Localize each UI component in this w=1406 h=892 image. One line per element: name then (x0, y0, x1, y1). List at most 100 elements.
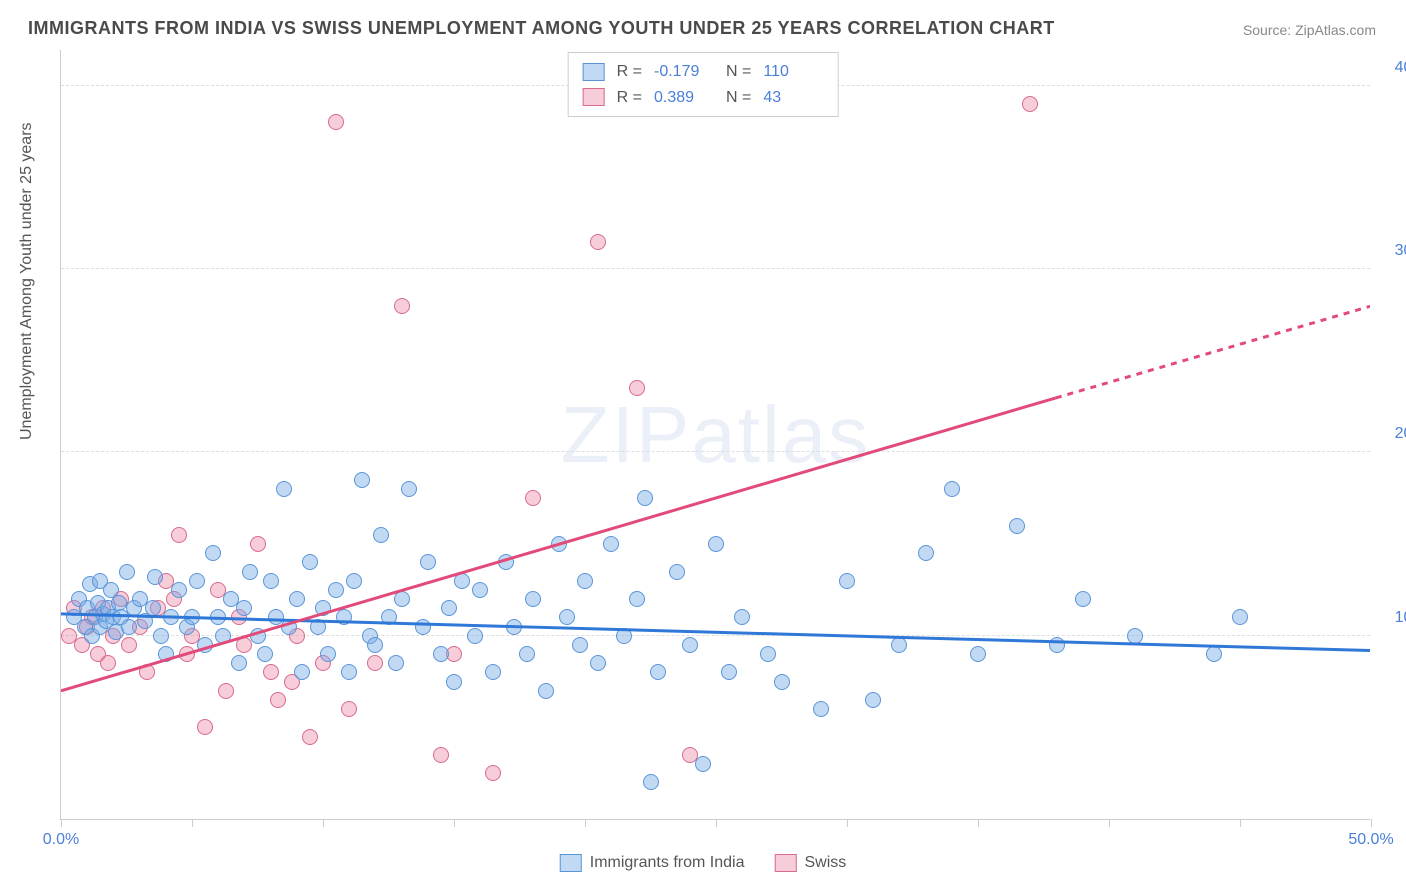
data-point-india (367, 637, 383, 653)
swatch-india (560, 854, 582, 872)
data-point-india (446, 674, 462, 690)
data-point-india (158, 646, 174, 662)
n-value-swiss: 43 (763, 85, 823, 111)
data-point-india (189, 573, 205, 589)
data-point-india (197, 637, 213, 653)
data-point-swiss (367, 655, 383, 671)
data-point-india (774, 674, 790, 690)
data-point-india (551, 536, 567, 552)
data-point-india (302, 554, 318, 570)
swatch-india (583, 63, 605, 81)
data-point-swiss (525, 490, 541, 506)
x-tick (847, 819, 848, 827)
data-point-india (381, 609, 397, 625)
data-point-india (354, 472, 370, 488)
data-point-india (498, 554, 514, 570)
n-value-india: 110 (763, 59, 823, 85)
x-tick (1109, 819, 1110, 827)
data-point-india (320, 646, 336, 662)
data-point-india (147, 569, 163, 585)
data-point-india (433, 646, 449, 662)
data-point-swiss (250, 536, 266, 552)
data-point-swiss (302, 729, 318, 745)
y-tick-label: 40.0% (1380, 59, 1406, 77)
x-tick (1371, 819, 1372, 827)
data-point-india (388, 655, 404, 671)
plot-area: ZIPatlas 10.0%20.0%30.0%40.0%0.0%50.0% (60, 50, 1370, 820)
x-tick (585, 819, 586, 827)
data-point-india (336, 609, 352, 625)
data-point-swiss (121, 637, 137, 653)
data-point-swiss (197, 719, 213, 735)
r-label: R = (617, 85, 642, 111)
data-point-india (590, 655, 606, 671)
correlation-legend: R = -0.179 N = 110 R = 0.389 N = 43 (568, 52, 839, 117)
data-point-india (760, 646, 776, 662)
source-attribution: Source: ZipAtlas.com (1243, 22, 1376, 38)
gridline-h (61, 268, 1370, 269)
data-point-india (328, 582, 344, 598)
data-point-india (918, 545, 934, 561)
data-point-india (119, 564, 135, 580)
data-point-india (1127, 628, 1143, 644)
data-point-india (970, 646, 986, 662)
watermark: ZIPatlas (561, 389, 870, 481)
trend-line (1056, 306, 1370, 398)
data-point-india (231, 655, 247, 671)
data-point-india (420, 554, 436, 570)
data-point-india (472, 582, 488, 598)
data-point-india (643, 774, 659, 790)
r-value-india: -0.179 (654, 59, 714, 85)
legend-label-swiss: Swiss (804, 854, 846, 872)
data-point-india (734, 609, 750, 625)
n-label: N = (726, 85, 751, 111)
y-tick-label: 10.0% (1380, 609, 1406, 627)
data-point-india (525, 591, 541, 607)
data-point-swiss (433, 747, 449, 763)
data-point-india (145, 600, 161, 616)
data-point-india (242, 564, 258, 580)
data-point-india (394, 591, 410, 607)
legend-item-swiss: Swiss (774, 854, 846, 872)
x-tick (323, 819, 324, 827)
x-tick (1240, 819, 1241, 827)
data-point-swiss (590, 234, 606, 250)
data-point-india (629, 591, 645, 607)
data-point-india (257, 646, 273, 662)
data-point-india (708, 536, 724, 552)
x-tick-label: 50.0% (1348, 831, 1393, 849)
data-point-india (205, 545, 221, 561)
data-point-india (341, 664, 357, 680)
data-point-india (215, 628, 231, 644)
watermark-thin: atlas (691, 390, 870, 479)
data-point-india (1075, 591, 1091, 607)
data-point-india (121, 619, 137, 635)
data-point-swiss (1022, 96, 1038, 112)
data-point-india (865, 692, 881, 708)
data-point-india (603, 536, 619, 552)
watermark-bold: ZIP (561, 390, 691, 479)
data-point-india (538, 683, 554, 699)
data-point-india (813, 701, 829, 717)
r-value-swiss: 0.389 (654, 85, 714, 111)
x-tick (716, 819, 717, 827)
y-tick-label: 30.0% (1380, 242, 1406, 260)
swatch-swiss (774, 854, 796, 872)
data-point-india (289, 591, 305, 607)
data-point-india (485, 664, 501, 680)
data-point-india (1232, 609, 1248, 625)
data-point-india (944, 481, 960, 497)
y-tick-label: 20.0% (1380, 425, 1406, 443)
data-point-india (1206, 646, 1222, 662)
chart-title: IMMIGRANTS FROM INDIA VS SWISS UNEMPLOYM… (28, 18, 1055, 39)
data-point-swiss (328, 114, 344, 130)
data-point-india (1009, 518, 1025, 534)
data-point-india (839, 573, 855, 589)
data-point-india (467, 628, 483, 644)
y-axis-label: Unemployment Among Youth under 25 years (18, 122, 36, 440)
correlation-row-india: R = -0.179 N = 110 (583, 59, 824, 85)
data-point-india (111, 595, 127, 611)
data-point-india (891, 637, 907, 653)
data-point-india (637, 490, 653, 506)
data-point-india (276, 481, 292, 497)
